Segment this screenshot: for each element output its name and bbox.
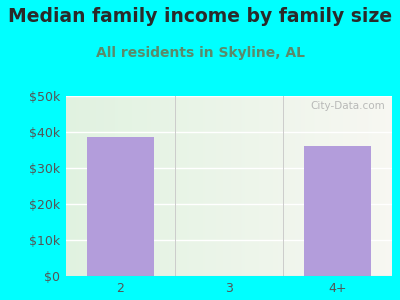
Text: All residents in Skyline, AL: All residents in Skyline, AL xyxy=(96,46,304,61)
Text: City-Data.com: City-Data.com xyxy=(311,101,386,111)
Bar xyxy=(87,136,154,276)
Text: Median family income by family size: Median family income by family size xyxy=(8,8,392,26)
Bar xyxy=(304,146,371,276)
